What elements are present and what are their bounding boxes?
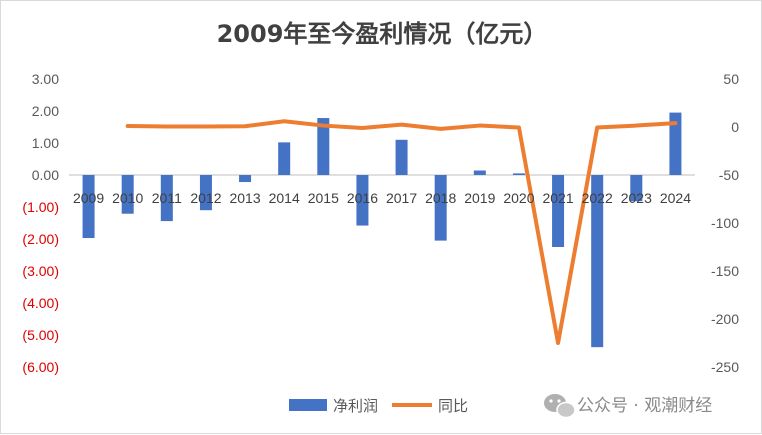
left-tick-label: (6.00) — [22, 359, 59, 375]
bar-net-profit — [434, 175, 447, 241]
watermark-text: 公众号 · 观潮财经 — [577, 396, 712, 416]
right-tick-label: 50 — [723, 71, 739, 87]
legend-label-yoy: 同比 — [438, 397, 468, 415]
line-series — [125, 119, 678, 345]
x-tick-label: 2009 — [73, 190, 104, 206]
x-tick-label: 2016 — [347, 190, 378, 206]
left-tick-label: (4.00) — [22, 295, 59, 311]
bar-net-profit — [630, 175, 643, 202]
line-yoy — [125, 119, 678, 345]
bar-net-profit — [82, 175, 95, 239]
x-tick-label: 2023 — [621, 190, 652, 206]
left-tick-label: (2.00) — [22, 231, 59, 247]
bar-net-profit — [278, 142, 291, 175]
bar-net-profit — [552, 175, 565, 247]
x-axis: 2009 2010 2011 2012 2013 2014 2015 2016 2017 2018… — [73, 190, 691, 206]
right-tick-label: 0 — [731, 119, 739, 135]
left-tick-label: 2.00 — [32, 103, 59, 119]
bar-net-profit — [160, 175, 173, 222]
x-tick-label: 2020 — [503, 190, 534, 206]
x-tick-label: 2021 — [542, 190, 573, 206]
bar-net-profit — [317, 118, 330, 175]
watermark: 公众号 · 观潮财经 — [544, 394, 712, 419]
bar-net-profit — [121, 175, 134, 214]
bar-net-profit — [591, 175, 604, 348]
bar-net-profit — [239, 175, 252, 183]
bar-net-profit — [395, 139, 408, 175]
bar-net-profit — [512, 173, 525, 175]
right-tick-label: -150 — [711, 263, 739, 279]
right-tick-label: -100 — [711, 215, 739, 231]
x-tick-label: 2015 — [308, 190, 339, 206]
wechat-icon — [544, 394, 576, 419]
chart-title: 2009年至今盈利情况（亿元） — [217, 20, 548, 48]
bar-net-profit — [473, 170, 486, 175]
left-tick-label: 0.00 — [32, 167, 59, 183]
bar-series — [82, 112, 682, 348]
left-tick-label: (3.00) — [22, 263, 59, 279]
legend: 净利润 同比 — [289, 397, 468, 415]
x-tick-label: 2017 — [386, 190, 417, 206]
x-tick-label: 2022 — [582, 190, 613, 206]
right-tick-label: -250 — [711, 359, 739, 375]
x-tick-label: 2013 — [229, 190, 260, 206]
x-tick-label: 2014 — [269, 190, 300, 206]
bar-net-profit — [199, 175, 212, 211]
x-tick-label: 2019 — [464, 190, 495, 206]
legend-label-net-profit: 净利润 — [333, 397, 378, 415]
legend-swatch-net-profit — [289, 399, 327, 411]
x-tick-label: 2012 — [190, 190, 221, 206]
x-tick-label: 2010 — [112, 190, 143, 206]
left-tick-label: 1.00 — [32, 135, 59, 151]
right-tick-label: -200 — [711, 311, 739, 327]
left-axis: 3.00 2.00 1.00 0.00 (1.00) (2.00) (3.00) (4.00)… — [22, 71, 59, 375]
x-tick-label: 2011 — [152, 190, 182, 206]
right-tick-label: -50 — [719, 167, 739, 183]
right-axis: 50 0 -50 -100 -150 -200 -250 — [711, 71, 739, 375]
bar-net-profit — [356, 175, 369, 226]
left-tick-label: (1.00) — [22, 199, 59, 215]
left-tick-label: (5.00) — [22, 327, 59, 343]
x-tick-label: 2018 — [425, 190, 456, 206]
left-tick-label: 3.00 — [32, 71, 59, 87]
x-tick-label: 2024 — [660, 190, 691, 206]
bar-net-profit — [669, 112, 682, 175]
